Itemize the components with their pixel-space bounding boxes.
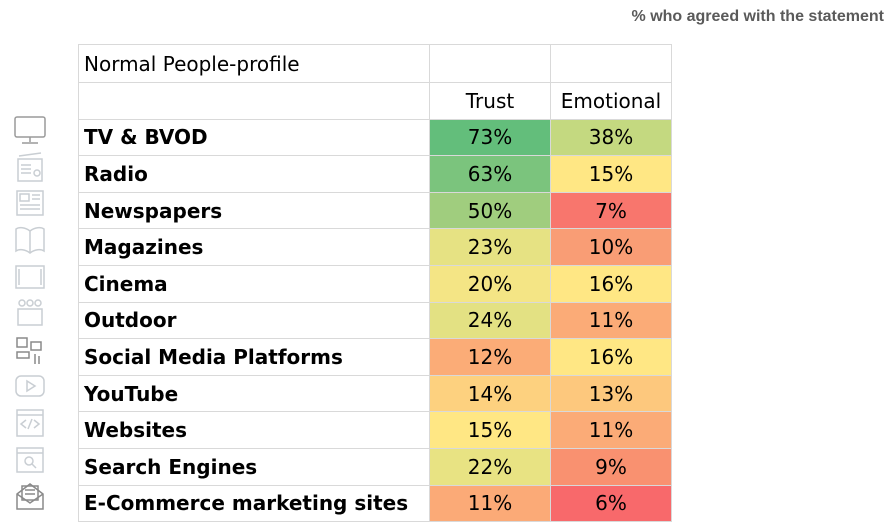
trust-cell: 50%	[429, 191, 551, 230]
row-label: Websites	[78, 411, 430, 449]
newspaper-icon	[8, 185, 52, 222]
emotional-cell: 38%	[550, 118, 672, 157]
website-icon	[8, 405, 52, 442]
emotional-cell: 11%	[550, 411, 672, 449]
table-header-row: Trust Emotional	[78, 82, 672, 120]
emotional-cell: 7%	[550, 191, 672, 230]
search-engine-icon	[8, 441, 52, 478]
row-label: Social Media Platforms	[78, 338, 430, 376]
table-row: Radio 63% 15%	[78, 155, 672, 193]
row-label: Radio	[78, 155, 430, 193]
trust-cell: 63%	[429, 155, 551, 193]
youtube-icon	[8, 368, 52, 405]
row-label: Search Engines	[78, 447, 430, 486]
trust-cell: 23%	[429, 228, 551, 266]
emotional-cell: 16%	[550, 264, 672, 303]
header-emotional: Emotional	[550, 82, 672, 120]
table-row: Newspapers 50% 7%	[78, 191, 672, 230]
table-row: Cinema 20% 16%	[78, 264, 672, 303]
trust-cell: 11%	[429, 484, 551, 523]
emotional-cell: 16%	[550, 338, 672, 376]
trust-cell: 15%	[429, 411, 551, 449]
table-row: E-Commerce marketing sites 11% 6%	[78, 484, 672, 523]
table-title: Normal People-profile	[78, 44, 430, 83]
emotional-cell: 9%	[550, 447, 672, 486]
emotional-cell: 13%	[550, 374, 672, 413]
trust-cell: 12%	[429, 338, 551, 376]
row-label: Newspapers	[78, 191, 430, 230]
trust-cell: 22%	[429, 447, 551, 486]
trust-cell: 24%	[429, 301, 551, 340]
emotional-cell: 15%	[550, 155, 672, 193]
table-row: Websites 15% 11%	[78, 411, 672, 449]
outdoor-icon	[8, 295, 52, 332]
emotional-cell: 10%	[550, 228, 672, 266]
table-row: Magazines 23% 10%	[78, 228, 672, 266]
row-label: E-Commerce marketing sites	[78, 484, 430, 523]
table-row: Search Engines 22% 9%	[78, 447, 672, 486]
table-row: YouTube 14% 13%	[78, 374, 672, 413]
magazine-icon	[8, 222, 52, 259]
radio-icon	[8, 149, 52, 186]
trust-cell: 73%	[429, 118, 551, 157]
social-media-icon	[8, 332, 52, 369]
row-label: YouTube	[78, 374, 430, 413]
trust-cell: 14%	[429, 374, 551, 413]
tv-icon	[8, 112, 52, 149]
row-label: Cinema	[78, 264, 430, 303]
media-icons	[8, 112, 52, 515]
cinema-icon	[8, 258, 52, 295]
trust-cell: 20%	[429, 264, 551, 303]
table-row: TV & BVOD 73% 38%	[78, 118, 672, 157]
email-icon	[8, 478, 52, 515]
row-label: Outdoor	[78, 301, 430, 340]
header-trust: Trust	[429, 82, 551, 120]
table-row: Outdoor 24% 11%	[78, 301, 672, 340]
row-label: TV & BVOD	[78, 118, 430, 157]
heatmap-table: Normal People-profile Trust Emotional TV…	[78, 44, 672, 523]
table-title-row: Normal People-profile	[78, 44, 672, 83]
chart-note: % who agreed with the statement	[631, 8, 884, 25]
emotional-cell: 6%	[550, 484, 672, 523]
table-row: Social Media Platforms 12% 16%	[78, 338, 672, 376]
emotional-cell: 11%	[550, 301, 672, 340]
row-label: Magazines	[78, 228, 430, 266]
